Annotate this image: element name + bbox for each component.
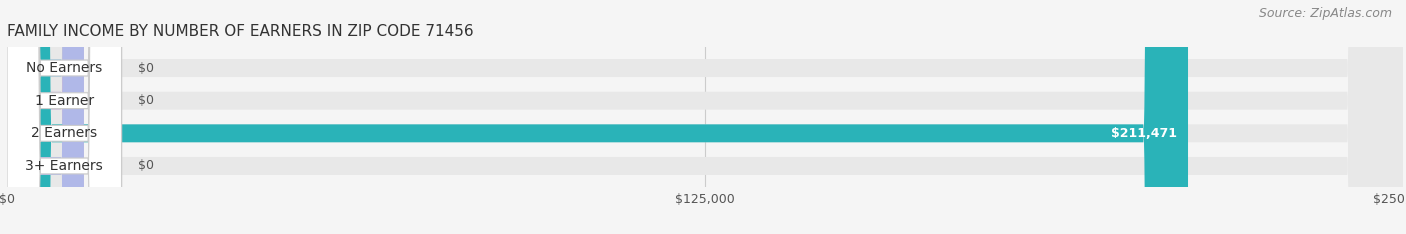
FancyBboxPatch shape xyxy=(7,0,1403,234)
FancyBboxPatch shape xyxy=(7,0,1403,234)
FancyBboxPatch shape xyxy=(7,0,121,234)
FancyBboxPatch shape xyxy=(7,0,1188,234)
FancyBboxPatch shape xyxy=(7,0,121,234)
FancyBboxPatch shape xyxy=(7,0,1403,234)
FancyBboxPatch shape xyxy=(7,0,84,234)
Text: FAMILY INCOME BY NUMBER OF EARNERS IN ZIP CODE 71456: FAMILY INCOME BY NUMBER OF EARNERS IN ZI… xyxy=(7,24,474,39)
Text: Source: ZipAtlas.com: Source: ZipAtlas.com xyxy=(1258,7,1392,20)
FancyBboxPatch shape xyxy=(7,0,84,234)
Text: 1 Earner: 1 Earner xyxy=(35,94,94,108)
Text: 3+ Earners: 3+ Earners xyxy=(25,159,103,173)
FancyBboxPatch shape xyxy=(7,0,121,234)
Text: No Earners: No Earners xyxy=(27,61,103,75)
FancyBboxPatch shape xyxy=(7,0,84,234)
Text: $0: $0 xyxy=(138,62,155,74)
Text: $211,471: $211,471 xyxy=(1111,127,1177,140)
FancyBboxPatch shape xyxy=(7,0,1403,234)
Text: $0: $0 xyxy=(138,94,155,107)
Text: 2 Earners: 2 Earners xyxy=(31,126,97,140)
FancyBboxPatch shape xyxy=(7,0,121,234)
Text: $0: $0 xyxy=(138,160,155,172)
